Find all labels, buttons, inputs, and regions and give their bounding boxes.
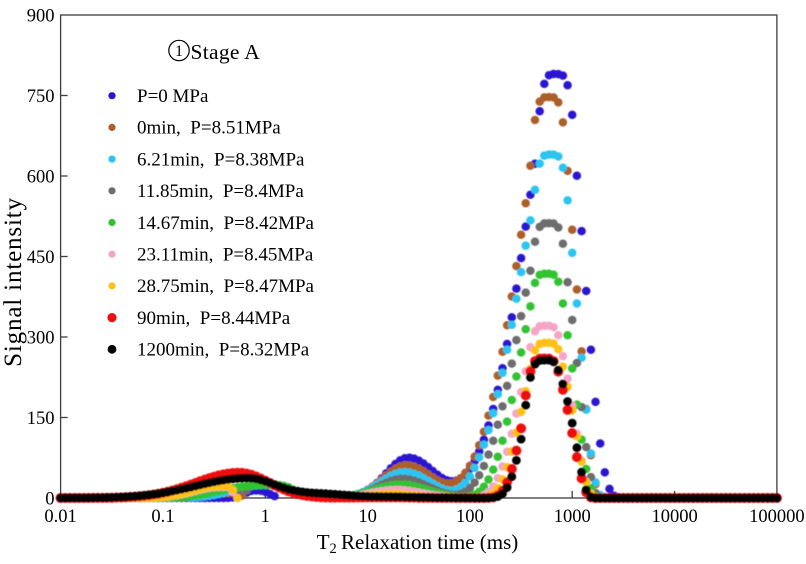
svg-text:1000: 1000	[554, 507, 591, 527]
svg-text:T2 Relaxation time (ms): T2 Relaxation time (ms)	[317, 530, 519, 557]
svg-text:0: 0	[45, 490, 54, 510]
svg-text:750: 750	[27, 87, 55, 107]
svg-text:Stage A: Stage A	[191, 40, 261, 64]
svg-text:300: 300	[27, 329, 55, 349]
svg-text:10000: 10000	[651, 507, 697, 527]
svg-text:0.1: 0.1	[151, 507, 174, 527]
svg-text:900: 900	[27, 7, 55, 27]
svg-text:1: 1	[261, 507, 270, 527]
svg-text:150: 150	[27, 409, 55, 429]
svg-text:10: 10	[358, 507, 377, 527]
svg-text:600: 600	[27, 168, 55, 188]
svg-text:Signal intensity: Signal intensity	[0, 197, 27, 367]
svg-text:90min, P=8.44MPa: 90min, P=8.44MPa	[137, 308, 291, 329]
svg-text:100: 100	[456, 507, 484, 527]
svg-text:11.85min, P=8.4MPa: 11.85min, P=8.4MPa	[137, 181, 304, 202]
svg-text:14.67min, P=8.42MPa: 14.67min, P=8.42MPa	[137, 213, 315, 234]
svg-text:450: 450	[27, 248, 55, 268]
svg-text:6.21min, P=8.38MPa: 6.21min, P=8.38MPa	[137, 149, 305, 170]
svg-text:23.11min, P=8.45MPa: 23.11min, P=8.45MPa	[137, 245, 314, 266]
svg-text:0.01: 0.01	[44, 507, 76, 527]
svg-text:P=0 MPa: P=0 MPa	[137, 86, 209, 107]
svg-text:1: 1	[175, 43, 183, 60]
svg-text:28.75min, P=8.47MPa: 28.75min, P=8.47MPa	[137, 276, 315, 297]
svg-text:0min, P=8.51MPa: 0min, P=8.51MPa	[137, 118, 281, 139]
svg-text:100000: 100000	[749, 507, 805, 527]
svg-text:1200min, P=8.32MPa: 1200min, P=8.32MPa	[137, 340, 310, 361]
